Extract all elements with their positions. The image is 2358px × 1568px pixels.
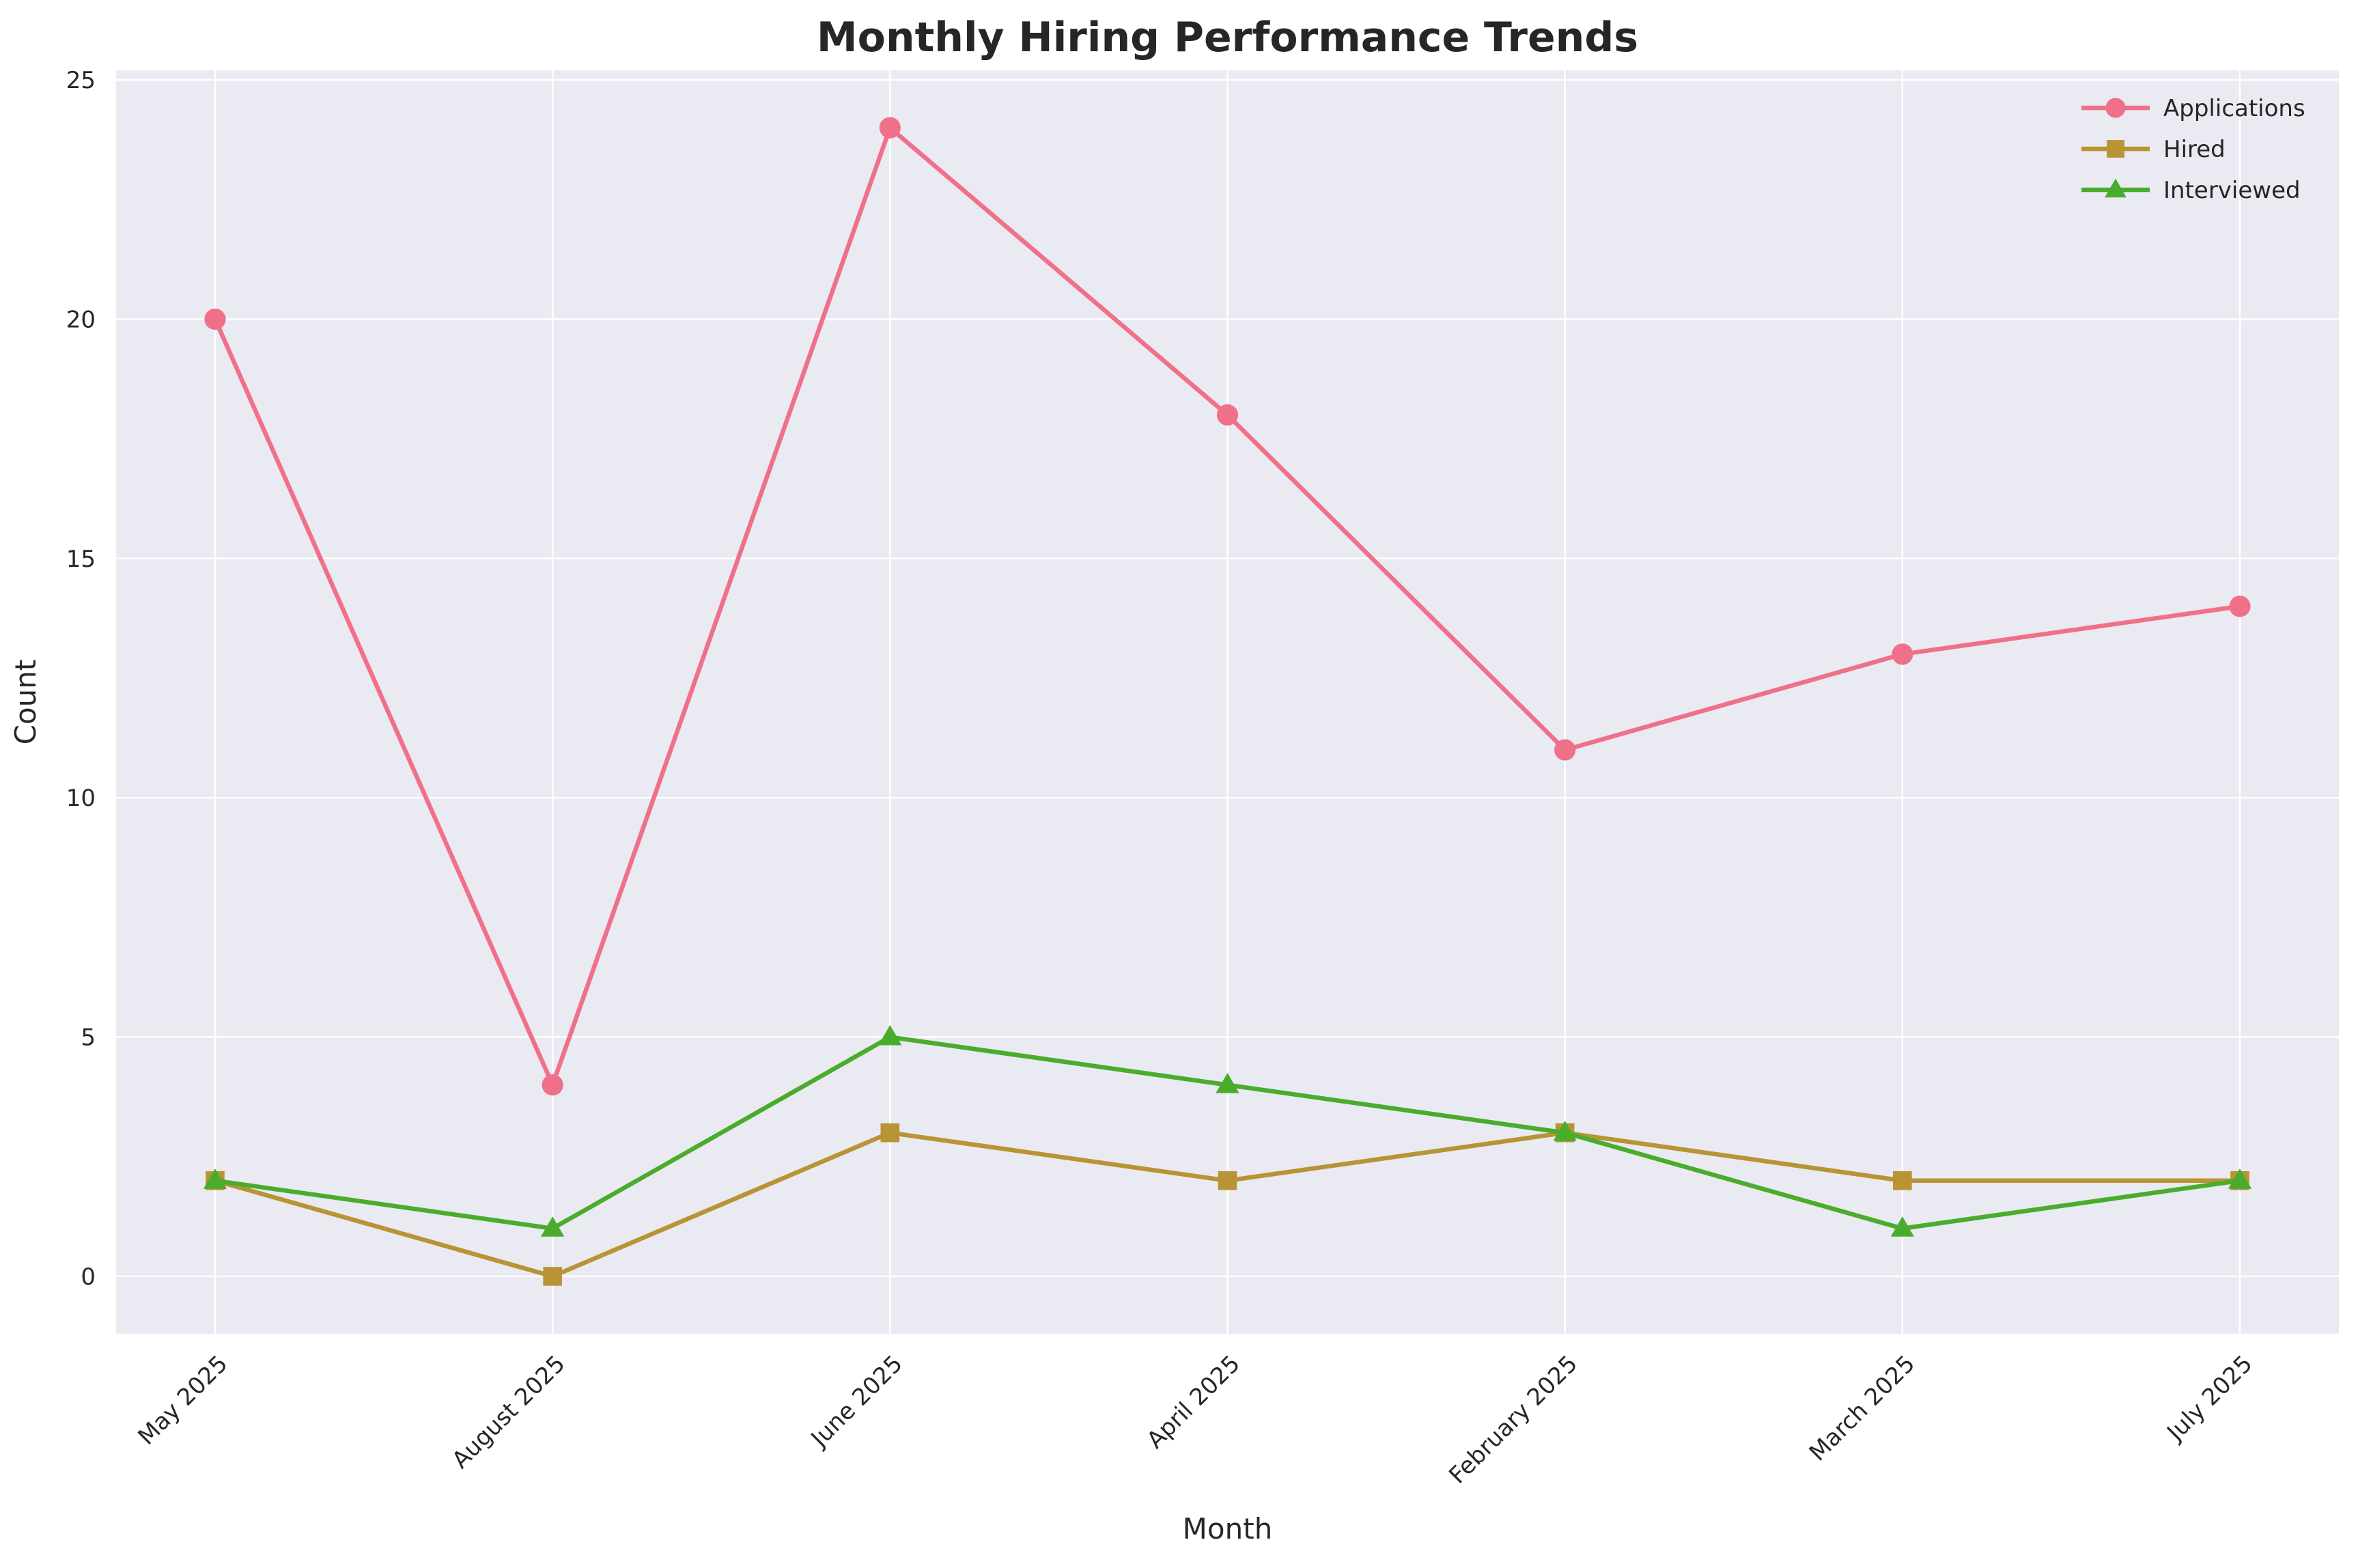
data-point-interviewed — [2228, 1168, 2252, 1189]
legend-marker — [2107, 140, 2124, 158]
data-point-hired — [1893, 1171, 1912, 1190]
data-point-applications — [1554, 739, 1576, 761]
series-interviewed — [203, 1024, 2252, 1237]
data-point-applications — [204, 308, 226, 330]
data-point-interviewed — [1216, 1072, 1239, 1093]
legend-label: Interviewed — [2163, 177, 2301, 204]
data-point-applications — [1892, 643, 1913, 665]
series-applications — [204, 117, 2251, 1096]
data-point-hired — [1218, 1171, 1237, 1190]
legend-label: Hired — [2163, 136, 2226, 163]
y-axis-label: Count — [9, 660, 42, 745]
data-point-interviewed — [1553, 1121, 1577, 1141]
data-point-hired — [880, 1123, 900, 1143]
y-tick-label: 5 — [81, 1024, 96, 1052]
x-axis-label: Month — [1183, 1512, 1273, 1545]
legend: Applications Hired Interviewed — [2081, 95, 2305, 204]
legend-item-interviewed: Interviewed — [2081, 177, 2301, 204]
y-tick-label: 10 — [66, 785, 96, 812]
data-point-interviewed — [541, 1216, 565, 1237]
y-tick-label: 0 — [81, 1263, 96, 1291]
legend-item-applications: Applications — [2081, 95, 2305, 122]
grid-lines — [116, 70, 2339, 1334]
legend-label: Applications — [2163, 95, 2305, 122]
data-point-applications — [2229, 596, 2251, 617]
data-point-hired — [543, 1267, 562, 1286]
y-tick-label: 25 — [66, 67, 96, 94]
legend-item-hired: Hired — [2081, 136, 2226, 163]
chart-title: Monthly Hiring Performance Trends — [817, 14, 1638, 61]
data-point-applications — [879, 117, 901, 139]
data-point-interviewed — [1890, 1216, 1914, 1237]
y-tick-label: 15 — [66, 546, 96, 573]
legend-marker — [2105, 178, 2127, 198]
legend-marker — [2105, 98, 2126, 118]
data-point-interviewed — [878, 1024, 902, 1046]
data-point-applications — [1216, 404, 1239, 426]
data-point-interviewed — [203, 1168, 227, 1189]
data-point-applications — [542, 1074, 563, 1096]
series-lines — [203, 117, 2252, 1286]
y-tick-label: 20 — [66, 306, 96, 333]
